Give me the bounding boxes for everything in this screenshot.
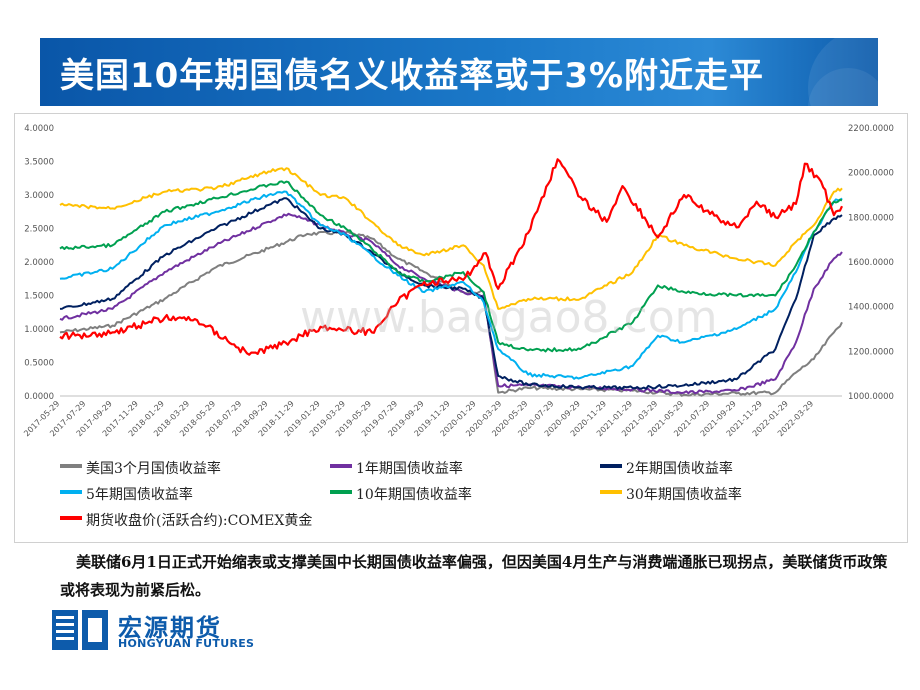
commentary: 美联储6月1日正式开始缩表或支撑美国中长期国债收益率偏强，但因美国4月生产与消费… bbox=[60, 548, 890, 604]
y-right-tick-label: 1400.0000 bbox=[848, 303, 894, 313]
series-line-2 bbox=[59, 197, 843, 391]
legend-item: 30年期国债收益率 bbox=[600, 484, 742, 504]
series-line-6 bbox=[59, 158, 844, 356]
legend-swatch bbox=[330, 490, 352, 494]
logo-text-en: HONGYUAN FUTURES bbox=[118, 637, 255, 650]
y-right-tick-label: 1800.0000 bbox=[848, 213, 894, 223]
title-banner: 美国10年期国债名义收益率或于3%附近走平 bbox=[40, 38, 878, 106]
y-left-tick-label: 1.5000 bbox=[24, 292, 54, 302]
legend-item: 5年期国债收益率 bbox=[60, 484, 193, 504]
y-left-tick-label: 2.5000 bbox=[24, 225, 54, 235]
y-left-tick-label: 0.0000 bbox=[24, 392, 54, 402]
legend-item: 美国3个月国债收益率 bbox=[60, 458, 221, 478]
legend-label: 30年期国债收益率 bbox=[626, 487, 742, 503]
legend-swatch bbox=[60, 516, 82, 520]
company-logo: 宏源期货 HONGYUAN FUTURES bbox=[52, 604, 282, 654]
y-right-tick-label: 1600.0000 bbox=[848, 258, 894, 268]
legend-label: 10年期国债收益率 bbox=[356, 487, 472, 503]
page-title: 美国10年期国债名义收益率或于3%附近走平 bbox=[60, 56, 765, 96]
series-line-5 bbox=[59, 167, 843, 310]
chart-frame bbox=[14, 113, 908, 543]
logo-text-cn: 宏源期货 bbox=[118, 614, 222, 642]
legend-swatch bbox=[60, 490, 82, 494]
y-right-tick-label: 2000.0000 bbox=[848, 169, 894, 179]
yield-gold-chart: 0.0000 0.5000 1.0000 1.5000 2.0000 2.5000 3.00… bbox=[22, 124, 894, 438]
series-line-4 bbox=[59, 180, 843, 353]
legend-item: 1年期国债收益率 bbox=[330, 458, 463, 478]
watermark: www.baogao8.com bbox=[300, 292, 718, 343]
y-right-tick-label: 1200.0000 bbox=[848, 347, 894, 357]
y-left-tick-label: 2.0000 bbox=[24, 258, 54, 268]
y-left-tick-label: 4.0000 bbox=[24, 124, 54, 134]
commentary-text: 美联储6月1日正式开始缩表或支撑美国中长期国债收益率偏强，但因美国4月生产与消费… bbox=[60, 553, 888, 599]
legend-label: 5年期国债收益率 bbox=[86, 487, 193, 503]
legend-item: 期货收盘价(活跃合约):COMEX黄金 bbox=[60, 510, 312, 530]
y-left-tick-label: 3.0000 bbox=[24, 191, 54, 201]
legend-swatch bbox=[600, 490, 622, 494]
y-left-tick-label: 3.5000 bbox=[24, 158, 54, 168]
legend-label: 2年期国债收益率 bbox=[626, 461, 733, 477]
y-right-tick-label: 1000.0000 bbox=[848, 392, 894, 402]
legend-swatch bbox=[60, 464, 82, 468]
legend-label: 美国3个月国债收益率 bbox=[86, 461, 221, 477]
series-line-3 bbox=[59, 190, 843, 380]
hongyuan-logo-icon bbox=[52, 610, 108, 650]
legend-swatch bbox=[600, 464, 622, 468]
y-right-tick-label: 2200.0000 bbox=[848, 124, 894, 134]
legend-label: 1年期国债收益率 bbox=[356, 461, 463, 477]
banner-decoration bbox=[808, 38, 878, 106]
legend-swatch bbox=[330, 464, 352, 468]
legend-item: 2年期国债收益率 bbox=[600, 458, 733, 478]
y-left-tick-label: 0.5000 bbox=[24, 359, 54, 369]
legend-label: 期货收盘价(活跃合约):COMEX黄金 bbox=[86, 513, 313, 529]
y-left-tick-label: 1.0000 bbox=[24, 325, 54, 335]
legend-item: 10年期国债收益率 bbox=[330, 484, 472, 504]
